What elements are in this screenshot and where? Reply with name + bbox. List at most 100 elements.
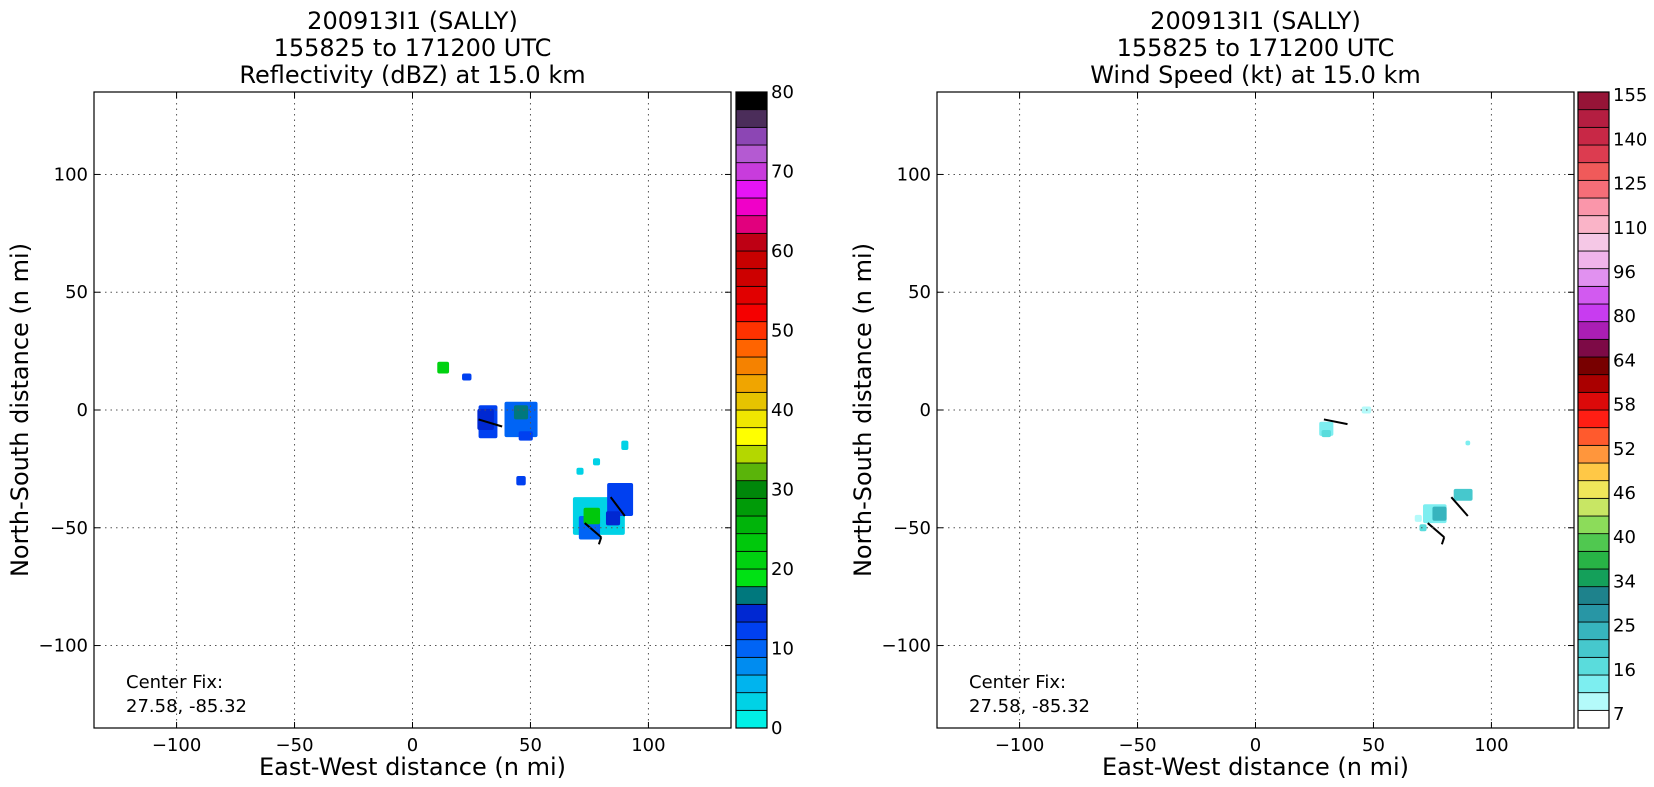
colorbar-segment <box>735 462 768 482</box>
colorbar-tick-label: 10 <box>771 639 794 660</box>
colorbar-segment <box>735 692 768 711</box>
center-fix-annotation: Center Fix: <box>126 672 223 693</box>
x-tick-label: −100 <box>152 735 201 756</box>
colorbar-segment <box>1577 568 1610 588</box>
colorbar-segment <box>735 515 768 535</box>
echo-cell <box>1419 524 1427 532</box>
echo-cell <box>516 475 526 486</box>
y-tick-label: 50 <box>908 282 931 303</box>
colorbar-segment <box>735 162 768 181</box>
colorbar-segment <box>1577 144 1610 164</box>
colorbar-tick-label: 80 <box>1613 306 1636 327</box>
y-tick-label: −100 <box>882 636 931 657</box>
y-tick-label: 50 <box>65 282 88 303</box>
colorbar-segment <box>1577 391 1610 411</box>
colorbar-segment <box>735 338 768 358</box>
colorbar-segment <box>735 586 768 605</box>
echo-cell <box>607 483 634 516</box>
colorbar-tick-label: 70 <box>771 162 794 183</box>
echo-cell <box>583 507 601 525</box>
y-axis-label: North-South distance (n mi) <box>849 243 877 577</box>
colorbar-tick-label: 52 <box>1613 439 1636 460</box>
chart-title-line: Wind Speed (kt) at 15.0 km <box>1090 61 1421 89</box>
y-tick-label: 100 <box>54 164 88 185</box>
colorbar-tick-label: 60 <box>771 241 794 262</box>
y-tick-label: 100 <box>897 164 931 185</box>
echo-cell <box>621 440 629 451</box>
colorbar-segment <box>735 268 768 287</box>
colorbar-segment <box>1577 603 1610 623</box>
echo-cell <box>1465 440 1471 446</box>
colorbar-segment <box>735 533 768 552</box>
colorbar-segment <box>735 639 768 658</box>
colorbar-segment <box>1577 674 1610 694</box>
colorbar-segment <box>1577 656 1610 676</box>
y-tick-label: −50 <box>50 518 88 539</box>
echo-cell <box>605 511 621 526</box>
colorbar-tick-label: 40 <box>771 400 794 421</box>
echo-cell <box>592 458 601 466</box>
chart-panel-2: 200913I1 (SALLY)155825 to 171200 UTCWind… <box>849 7 1647 781</box>
colorbar-segment <box>735 656 768 676</box>
echo-cell <box>477 408 494 431</box>
colorbar-segment <box>1577 444 1610 464</box>
x-tick-label: −100 <box>995 735 1044 756</box>
colorbar-segment <box>1577 179 1610 199</box>
colorbar-segment <box>1577 215 1610 234</box>
colorbar-segment <box>735 709 768 729</box>
echo-cell <box>513 405 529 420</box>
colorbar-segment <box>735 480 768 499</box>
plot-area <box>94 92 731 728</box>
colorbar-segment <box>1577 268 1610 287</box>
x-tick-label: 0 <box>1250 735 1261 756</box>
center-fix-annotation: 27.58, -85.32 <box>969 696 1090 717</box>
colorbar-segment <box>735 179 768 199</box>
chart-title-line: 200913I1 (SALLY) <box>1150 7 1361 35</box>
colorbar-segment <box>735 303 768 323</box>
colorbar-segment <box>1577 709 1610 729</box>
colorbar-tick-label: 7 <box>1613 704 1624 725</box>
colorbar-segment <box>1577 109 1610 128</box>
wind-barb <box>584 522 602 538</box>
colorbar-segment <box>1577 409 1610 429</box>
colorbar-tick-label: 0 <box>771 718 782 739</box>
colorbar-segment <box>735 409 768 429</box>
colorbar-segment <box>735 232 768 252</box>
echo-cell <box>504 401 538 438</box>
colorbar-tick-label: 140 <box>1613 129 1647 150</box>
colorbar-segment <box>735 144 768 164</box>
x-axis-label: East-West distance (n mi) <box>1102 753 1409 781</box>
colorbar-segment <box>1577 427 1610 446</box>
wind-barb <box>1323 418 1348 426</box>
colorbar-segment <box>735 109 768 128</box>
colorbar-segment <box>735 550 768 570</box>
y-tick-label: 0 <box>920 400 931 421</box>
plot-area <box>937 92 1574 728</box>
colorbar-segment <box>1577 480 1610 499</box>
colorbar-segment <box>1577 285 1610 305</box>
colorbar-segment <box>735 197 768 217</box>
y-tick-label: −100 <box>39 636 88 657</box>
y-tick-label: −50 <box>893 518 931 539</box>
chart-title-line: 200913I1 (SALLY) <box>307 7 518 35</box>
colorbar-segment <box>735 497 768 517</box>
wind-barb <box>597 536 603 545</box>
colorbar-segment <box>1577 338 1610 358</box>
colorbar-segment <box>1577 374 1610 393</box>
colorbar-tick-label: 34 <box>1613 571 1636 592</box>
colorbar-segment <box>735 674 768 694</box>
x-tick-label: −50 <box>1119 735 1157 756</box>
wind-barb <box>609 496 626 517</box>
colorbar-segment <box>735 391 768 411</box>
colorbar-segment <box>735 621 768 641</box>
colorbar-segment <box>1577 692 1610 711</box>
colorbar-segment <box>735 126 768 146</box>
colorbar-tick-label: 50 <box>771 321 794 342</box>
colorbar-segment <box>1577 232 1610 252</box>
colorbar-segment <box>1577 197 1610 217</box>
x-tick-label: 100 <box>631 735 665 756</box>
colorbar-segment <box>1577 356 1610 376</box>
wind-barb <box>1427 522 1445 538</box>
echo-cell <box>437 361 450 374</box>
colorbar-segment <box>1577 550 1610 570</box>
